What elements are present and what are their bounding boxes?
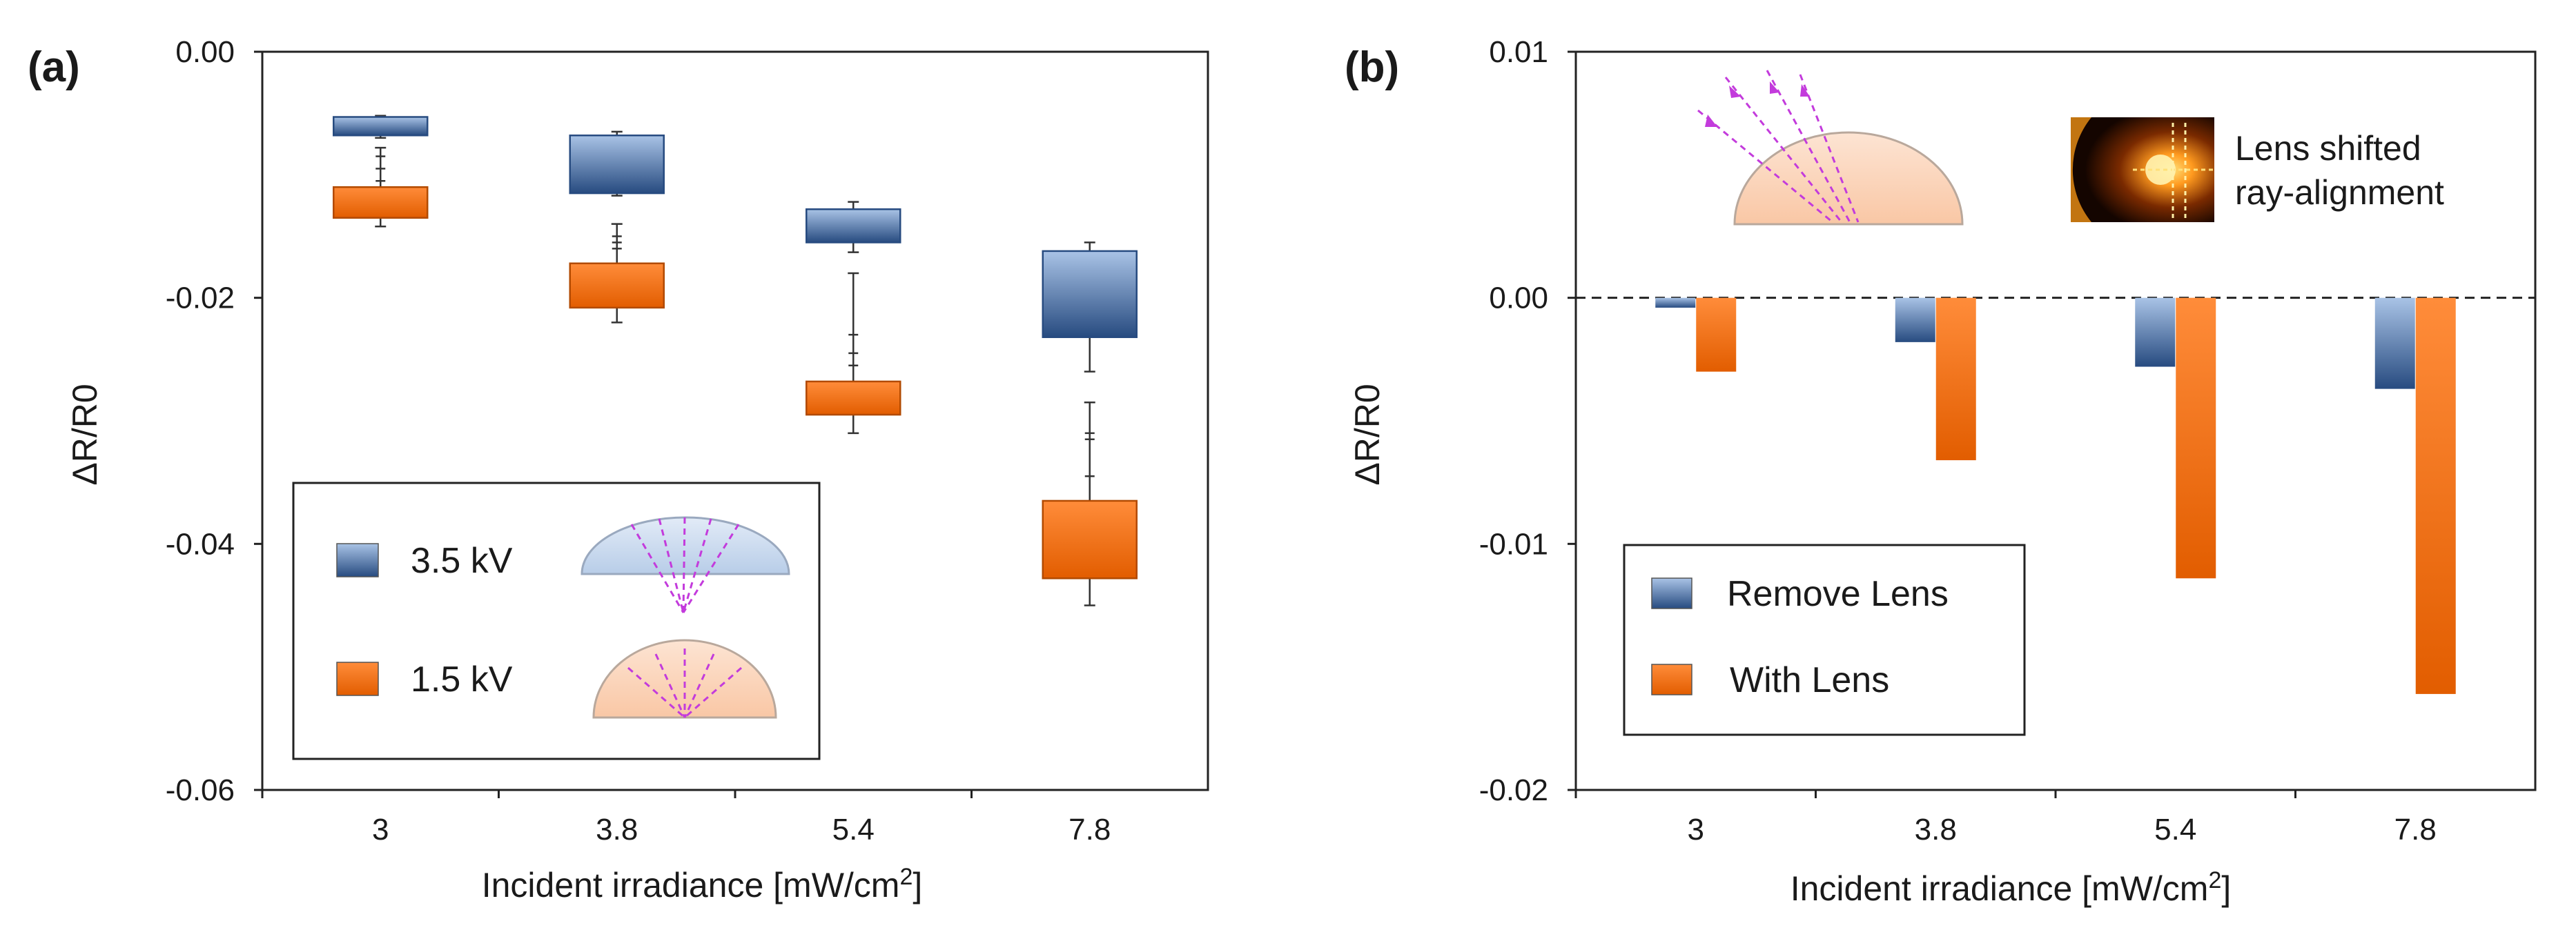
panel-a-label: (a) <box>28 43 80 91</box>
panel-a-x-tick-label: 7.8 <box>1069 813 1111 847</box>
box-orange-3-8 <box>569 262 665 309</box>
panel-a-y-tick-label: -0.04 <box>166 527 235 561</box>
panel-b: (b) 0.010.00-0.01-0.02 3 3.8 5.4 7.8 ΔR/R0 … <box>1345 35 2537 908</box>
photo-edge-glow <box>2071 117 2091 222</box>
panel-b-x-tick-label: 3.8 <box>1915 813 1957 847</box>
panel-a-x-ticks: 3 3.8 5.4 7.8 <box>261 790 1111 847</box>
box-orange-3 <box>333 186 429 219</box>
panel-b-x-ticks: 3 3.8 5.4 7.8 <box>1574 790 2437 847</box>
shifted-ray-2 <box>1724 77 1843 223</box>
ray-blue-2 <box>658 518 685 613</box>
panel-b-y-axis-label: ΔR/R0 <box>1348 384 1387 485</box>
shifted-ray-arrowheads <box>1705 81 1810 127</box>
panel-a-y-tick-label: -0.02 <box>166 281 235 315</box>
converging-rays-orange <box>627 649 742 719</box>
panel-b-y-tick-label: 0.00 <box>1489 281 1548 315</box>
panel-b-x-tick-label: 3 <box>1688 813 1704 847</box>
bar-orange-3 <box>1696 297 1737 372</box>
panel-a: (a) 0.00 -0.02 -0.04 -0.06 3 3.8 5.4 7.8 ΔR/R0… <box>28 35 1209 904</box>
ray-blue-3 <box>682 517 686 613</box>
bar-blue-5-4 <box>2135 297 2176 367</box>
bar-orange-7-8 <box>2415 297 2456 694</box>
panel-a-legend: 3.5 kV 1.5 kV <box>292 482 821 760</box>
arrowhead-1 <box>1705 115 1717 127</box>
legend-swatch-1-5kv <box>336 662 379 696</box>
legend-swatch-with-lens <box>1651 664 1692 695</box>
panel-a-x-tick-label: 5.4 <box>832 813 875 847</box>
panel-a-boxes <box>333 115 1138 606</box>
panel-b-legend: Remove Lens With Lens <box>1623 544 2026 736</box>
panel-a-y-tick-label: 0.00 <box>175 35 235 69</box>
panel-b-y-tick-label: -0.01 <box>1479 527 1548 561</box>
converging-rays-blue <box>630 517 740 613</box>
panel-b-x-label-end: ] <box>2221 869 2231 908</box>
bar-blue-7-8 <box>2374 297 2415 389</box>
box-blue-3 <box>333 116 429 137</box>
lens-shape-orange <box>592 639 777 719</box>
bar-blue-3-8 <box>1895 297 1935 342</box>
lens-inset-3-5kv <box>580 516 790 613</box>
panel-b-x-label-sup: 2 <box>2208 867 2221 893</box>
lens-shape-shifted <box>1733 131 1964 226</box>
box-orange-5-4 <box>806 380 901 416</box>
panel-b-label: (b) <box>1345 43 1399 91</box>
legend-swatch-3-5kv <box>336 543 379 577</box>
shifted-ray-3 <box>1766 70 1851 223</box>
annotation-line-1: Lens shifted <box>2235 129 2421 168</box>
panel-b-x-axis-label: Incident irradiance [mW/cm2] <box>1790 867 2232 908</box>
legend-label-3-5kv: 3.5 kV <box>411 541 513 581</box>
legend-label-1-5kv: 1.5 kV <box>411 660 513 700</box>
ray-orange-2 <box>654 653 686 718</box>
ray-alignment-photo <box>2071 117 2214 222</box>
panel-b-y-tick-label: 0.01 <box>1489 35 1548 69</box>
shifted-ray-1 <box>1697 109 1833 224</box>
panel-b-y-ticks: 0.01 0.00 -0.01 -0.02 <box>1479 35 1576 807</box>
panel-b-bars <box>1655 297 2456 694</box>
arrowhead-4 <box>1800 84 1810 97</box>
lens-inset-shifted <box>1697 70 1964 226</box>
ray-orange-4 <box>683 653 715 718</box>
lens-inset-1-5kv <box>592 639 777 719</box>
legend-label-with-lens: With Lens <box>1730 660 1889 700</box>
arrowhead-2 <box>1729 86 1741 98</box>
panel-a-y-ticks: 0.00 -0.02 -0.04 -0.06 <box>166 35 262 807</box>
photo-bright-spot <box>2145 155 2176 185</box>
panel-b-x-label-main: Incident irradiance [mW/cm <box>1790 869 2209 908</box>
shifted-ray-4 <box>1799 74 1860 223</box>
panel-a-x-label-sup: 2 <box>899 864 913 890</box>
panel-b-x-tick-label: 5.4 <box>2154 813 2196 847</box>
ray-orange-1 <box>627 666 685 719</box>
bar-orange-3-8 <box>1935 297 1976 461</box>
panel-a-y-tick-label: -0.06 <box>166 773 235 807</box>
box-blue-7-8 <box>1042 250 1138 338</box>
panel-a-x-tick-label: 3.8 <box>596 813 638 847</box>
bar-orange-5-4 <box>2176 297 2216 579</box>
legend-swatch-remove-lens <box>1651 577 1692 609</box>
panel-a-y-axis-label: ΔR/R0 <box>66 384 104 485</box>
box-orange-7-8 <box>1042 499 1138 580</box>
panel-a-x-label-end: ] <box>913 866 922 904</box>
panel-a-x-label-main: Incident irradiance [mW/cm <box>482 866 900 904</box>
ray-orange-5 <box>684 666 742 719</box>
ray-blue-4 <box>682 518 712 613</box>
lens-shape-blue <box>580 516 790 575</box>
ray-blue-1 <box>630 524 685 613</box>
shifted-rays <box>1697 70 1860 224</box>
box-blue-3-8 <box>569 135 665 195</box>
panel-b-y-tick-label: -0.02 <box>1479 773 1548 807</box>
panel-b-x-tick-label: 7.8 <box>2394 813 2437 847</box>
arrowhead-3 <box>1770 81 1779 94</box>
legend-label-remove-lens: Remove Lens <box>1727 574 1949 614</box>
box-blue-5-4 <box>806 208 901 244</box>
panel-a-x-axis-label: Incident irradiance [mW/cm2] <box>482 864 923 904</box>
annotation-line-2: ray-alignment <box>2235 173 2444 212</box>
panel-b-legend-frame <box>1623 544 2026 736</box>
panel-a-x-tick-label: 3 <box>372 813 389 847</box>
bar-blue-3 <box>1655 297 1696 308</box>
